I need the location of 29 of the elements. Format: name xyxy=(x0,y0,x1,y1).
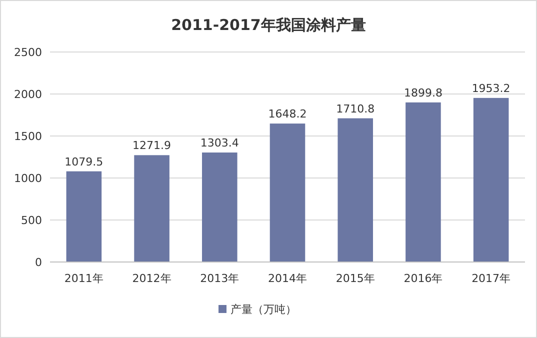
y-tick-label: 500 xyxy=(21,214,42,227)
data-label: 1303.4 xyxy=(200,136,239,150)
bar xyxy=(202,152,238,262)
bar xyxy=(338,118,373,262)
x-tick-label: 2015年 xyxy=(336,272,375,285)
bar xyxy=(473,98,509,262)
data-label: 1899.8 xyxy=(404,86,442,100)
x-tick-label: 2017年 xyxy=(472,272,511,285)
legend-label: 产量（万吨） xyxy=(230,303,296,316)
data-label: 1648.2 xyxy=(268,108,307,121)
x-tick-label: 2013年 xyxy=(200,272,240,285)
chart-title: 2011-2017年我国涂料产量 xyxy=(171,16,366,34)
x-tick-label: 2014年 xyxy=(268,272,307,285)
bar xyxy=(134,155,170,262)
bar xyxy=(270,124,306,262)
x-tick-label: 2016年 xyxy=(404,272,443,285)
x-tick-label: 2012年 xyxy=(132,272,172,285)
bar xyxy=(66,171,102,262)
data-label: 1953.2 xyxy=(472,82,510,95)
x-tick-label: 2011年 xyxy=(64,272,104,285)
data-label: 1271.9 xyxy=(132,139,172,152)
y-tick-label: 1000 xyxy=(14,172,42,185)
y-tick-label: 2500 xyxy=(14,46,42,59)
y-tick-label: 1500 xyxy=(14,130,42,143)
bar xyxy=(406,102,441,262)
data-label: 1079.5 xyxy=(64,155,104,168)
y-tick-label: 2000 xyxy=(14,88,42,101)
y-tick-label: 0 xyxy=(35,256,42,269)
data-label: 1710.8 xyxy=(336,102,375,116)
